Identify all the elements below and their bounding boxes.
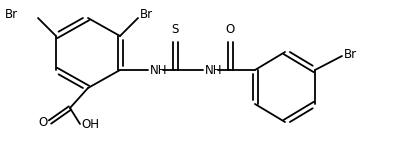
Text: S: S — [171, 23, 179, 36]
Text: Br: Br — [140, 7, 153, 21]
Text: NH: NH — [150, 64, 168, 76]
Text: O: O — [39, 115, 48, 128]
Text: O: O — [225, 23, 235, 36]
Text: NH: NH — [205, 64, 222, 76]
Text: OH: OH — [81, 118, 99, 131]
Text: Br: Br — [344, 48, 357, 61]
Text: Br: Br — [5, 7, 18, 21]
